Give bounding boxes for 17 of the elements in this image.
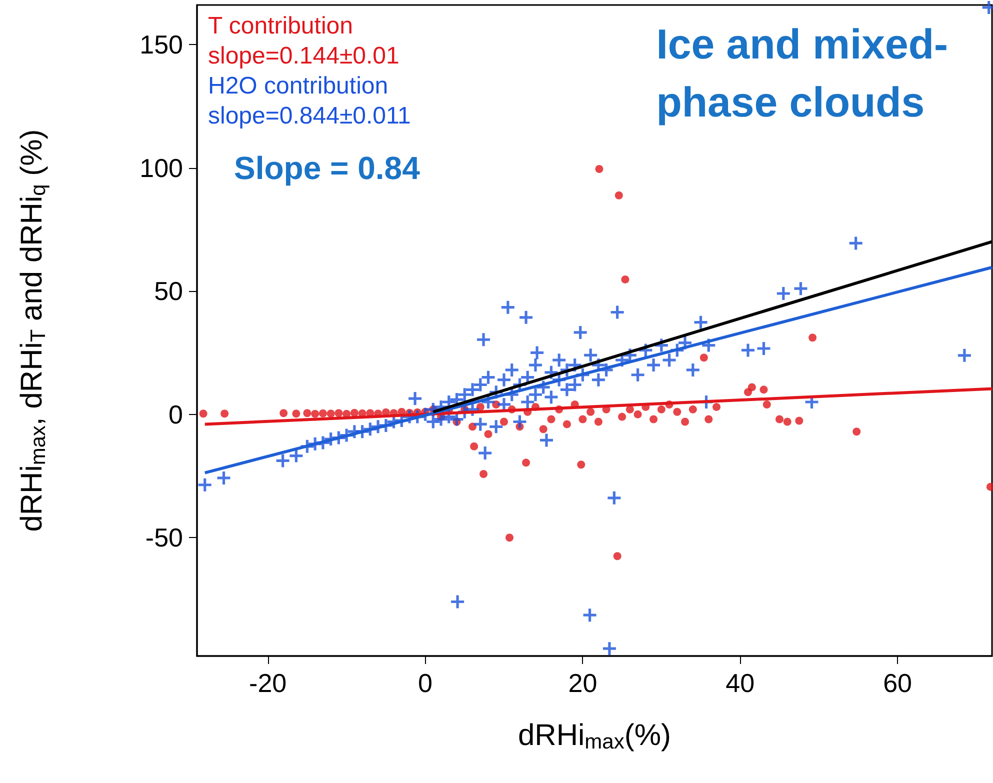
x-tick-label: 60 [883, 668, 912, 698]
text: H2O contribution [208, 72, 388, 100]
y-tick-label: 100 [140, 152, 183, 183]
annotation: Slope = 0.84 [234, 150, 420, 186]
x-tick-label: 0 [418, 668, 432, 698]
x-tick-label: 40 [726, 668, 755, 698]
x-tick-label: -20 [249, 668, 287, 698]
y-tick-label: 150 [140, 29, 183, 60]
y-tick-label: -50 [145, 522, 183, 553]
y-tick-label: 50 [154, 276, 183, 306]
annotation: slope=0.144±0.01 [208, 42, 400, 70]
y-tick-label: 0 [168, 399, 183, 430]
text: Ice and mixed-phase clouds [656, 20, 948, 126]
text: T contribution [208, 12, 353, 40]
y-axis-title: dRHimax, dRHiT and dRHiq (%) [15, 129, 50, 532]
annotation: slope=0.844±0.011 [208, 102, 411, 130]
x-tick-label: 20 [568, 668, 598, 698]
